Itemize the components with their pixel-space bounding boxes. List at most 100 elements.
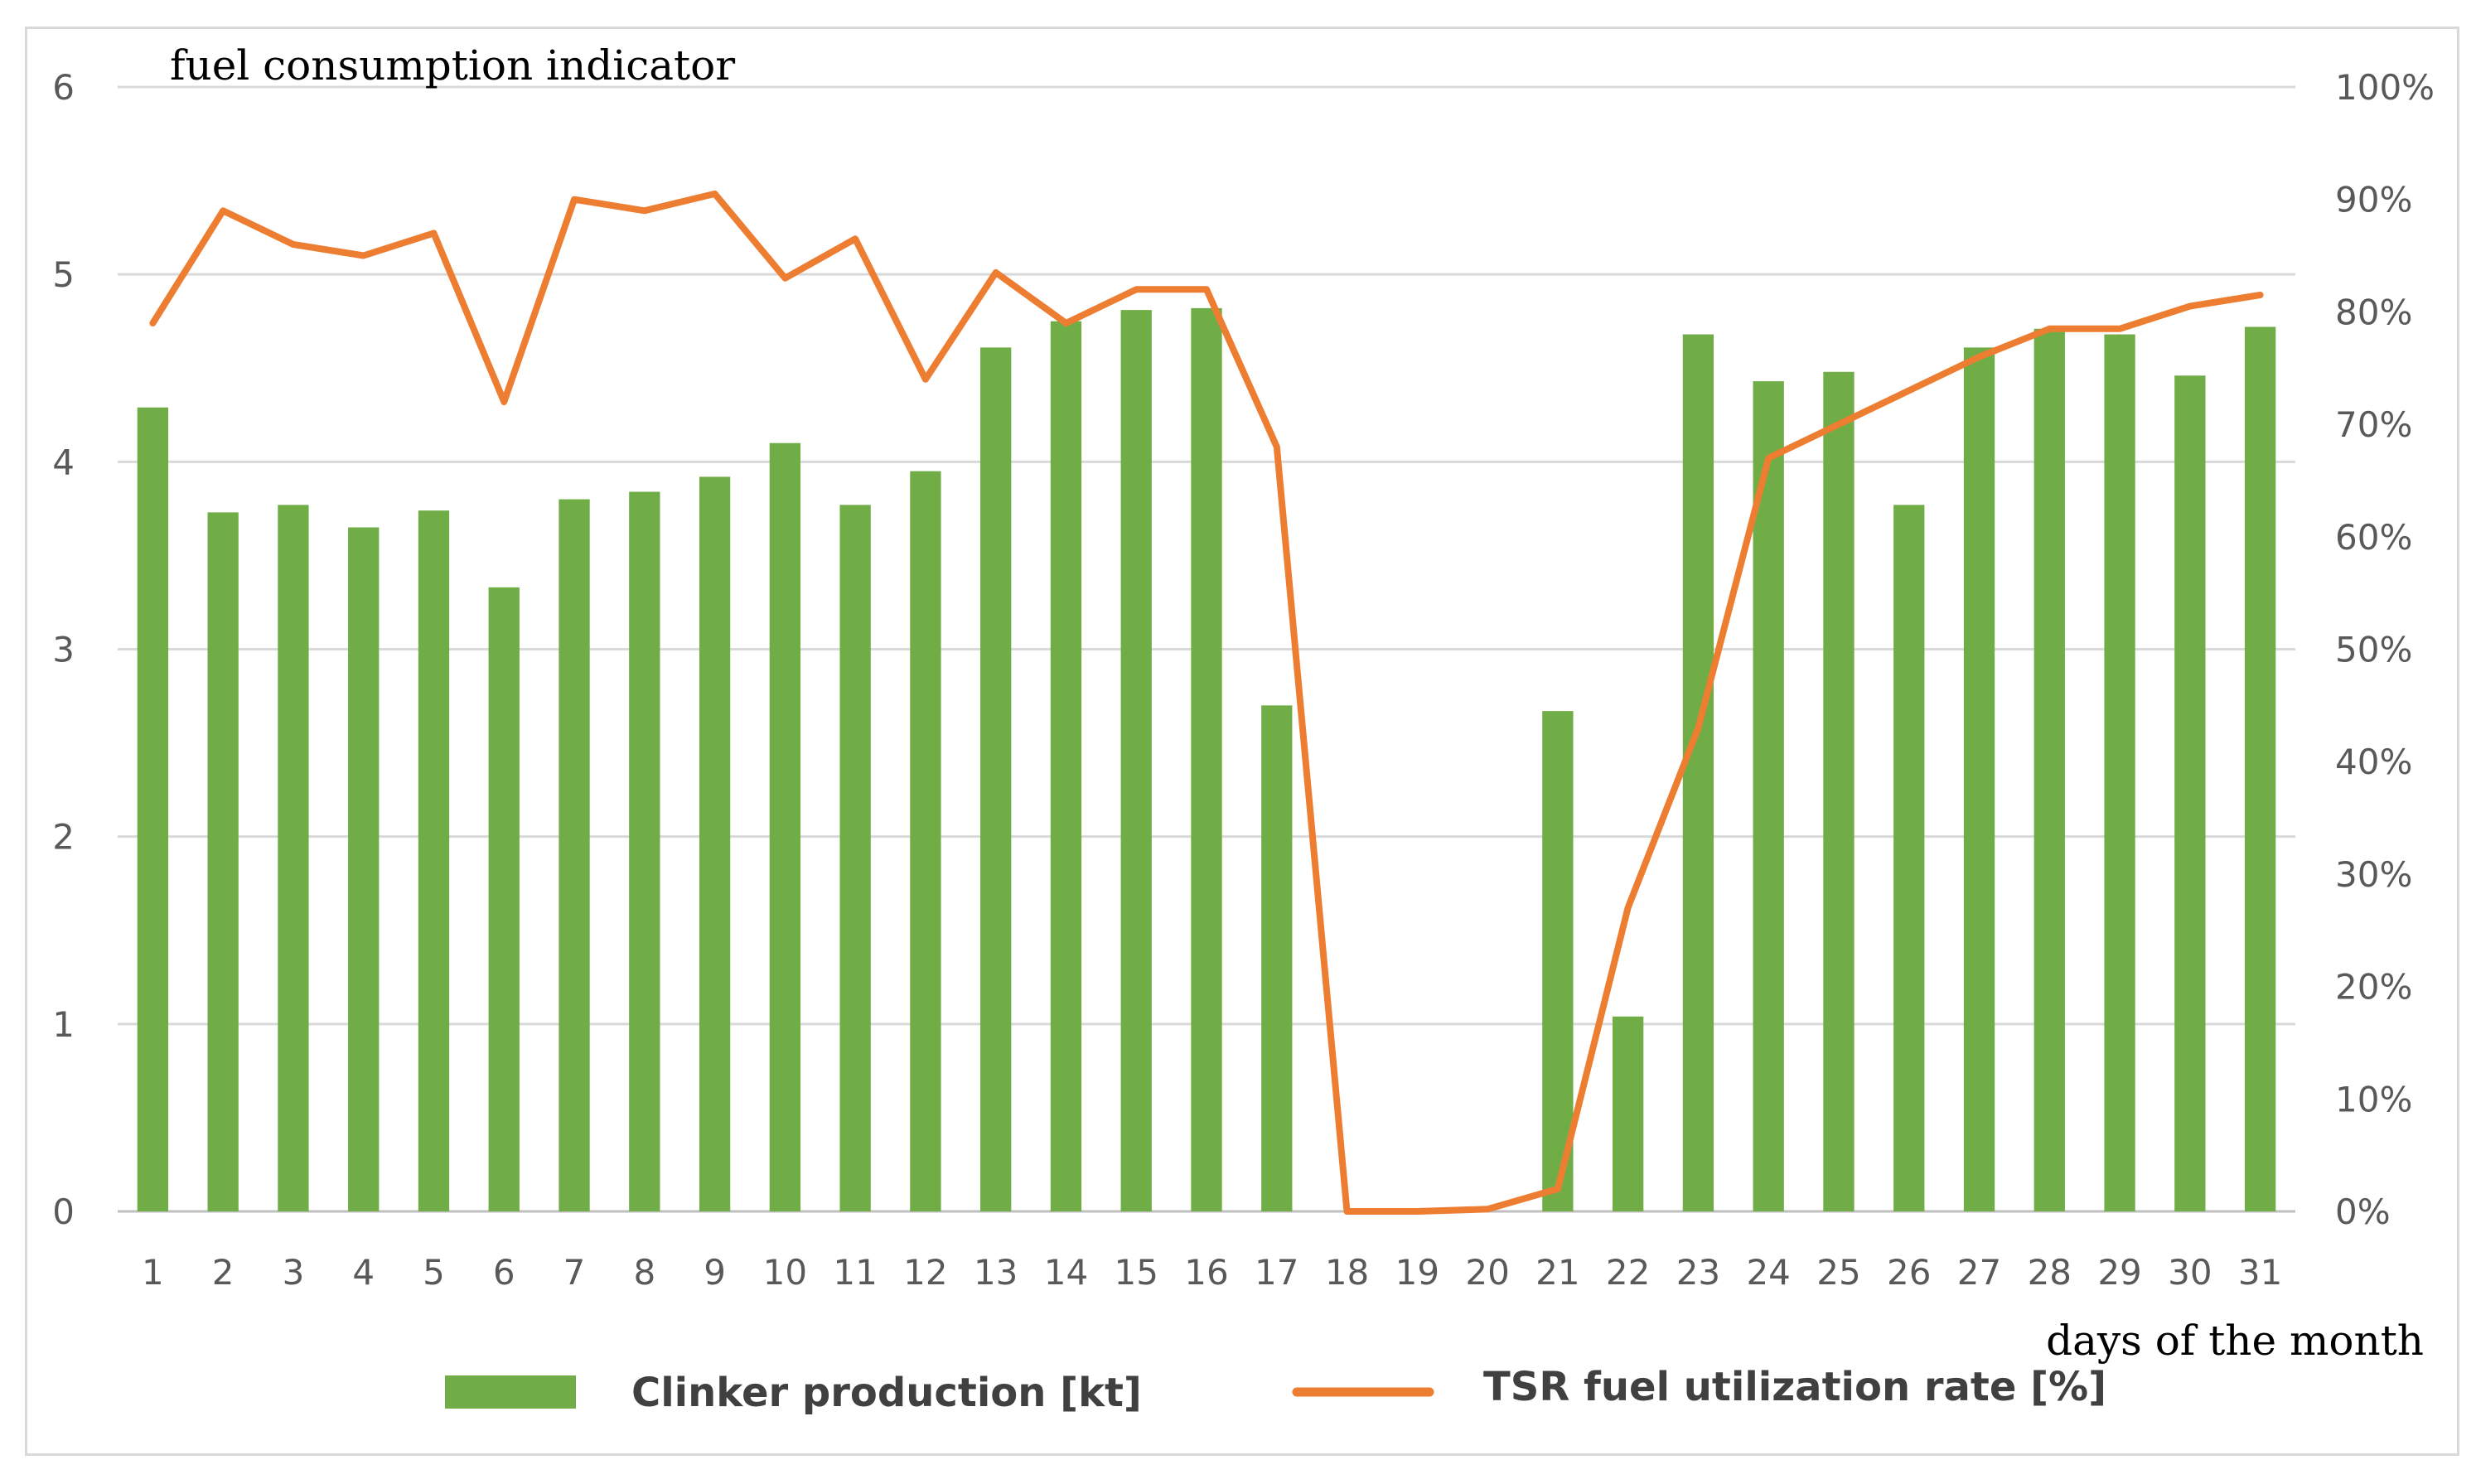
right-tick-label: 100% (2335, 67, 2435, 108)
x-tick-label: 17 (1255, 1252, 1298, 1293)
line-series (149, 190, 2264, 1215)
bar-day-26 (1893, 505, 1925, 1211)
right-tick-label: 20% (2335, 967, 2412, 1008)
line-point-day-19 (1416, 1211, 1419, 1212)
x-tick-label: 23 (1676, 1252, 1720, 1293)
left-tick-label: 3 (52, 630, 75, 670)
x-tick-label: 18 (1325, 1252, 1369, 1293)
line-point-day-24 (1768, 457, 1770, 459)
bar-day-29 (2104, 334, 2135, 1211)
right-axis-ticks: 0% 10% 20% 30% 40% 50% 60% 70% 80% 90% 100% (2335, 67, 2435, 1232)
line-point-day-13 (994, 271, 997, 273)
line-point-day-7 (573, 198, 576, 201)
x-tick-label: 16 (1184, 1252, 1228, 1293)
x-tick-label: 14 (1044, 1252, 1088, 1293)
x-tick-label: 31 (2238, 1252, 2282, 1293)
bar-day-12 (910, 471, 941, 1211)
bar-day-27 (1963, 347, 1995, 1211)
bar-day-17 (1261, 705, 1293, 1211)
line-point-day-27 (1978, 355, 1980, 358)
x-tick-label: 8 (633, 1252, 655, 1293)
right-tick-label: 70% (2335, 404, 2412, 445)
bar-day-9 (699, 476, 731, 1211)
x-tick-label: 15 (1114, 1252, 1158, 1293)
left-tick-label: 6 (52, 67, 75, 108)
bar-day-13 (980, 347, 1012, 1211)
x-tick-label: 26 (1887, 1252, 1931, 1293)
x-tick-label: 29 (2097, 1252, 2141, 1293)
line-point-day-1 (152, 321, 154, 324)
right-tick-label: 60% (2335, 517, 2412, 558)
legend-label-bars: Clinker production [kt] (631, 1370, 1142, 1416)
bar-day-1 (137, 407, 169, 1211)
line-point-day-4 (362, 254, 365, 257)
bar-day-23 (1682, 334, 1714, 1211)
x-tick-label: 1 (142, 1252, 164, 1293)
bar-day-28 (2034, 328, 2065, 1211)
line-point-day-29 (2119, 327, 2121, 330)
line-point-day-28 (2048, 327, 2051, 330)
bar-day-14 (1050, 321, 1082, 1211)
right-tick-label: 10% (2335, 1079, 2412, 1119)
right-tick-label: 80% (2335, 292, 2412, 332)
right-tick-label: 40% (2335, 742, 2412, 782)
bar-day-24 (1753, 381, 1784, 1211)
right-tick-label: 50% (2335, 630, 2412, 670)
bar-day-30 (2174, 375, 2206, 1212)
left-tick-label: 0 (52, 1192, 75, 1232)
line-point-day-17 (1275, 446, 1278, 448)
bar-day-7 (559, 499, 590, 1211)
line-point-day-21 (1556, 1187, 1559, 1190)
bar-day-4 (348, 527, 380, 1211)
x-tick-label: 10 (763, 1252, 807, 1293)
line-point-day-15 (1135, 288, 1138, 291)
line-point-day-16 (1206, 288, 1207, 291)
left-tick-label: 5 (52, 254, 75, 295)
x-tick-label: 20 (1465, 1252, 1509, 1293)
left-tick-label: 1 (52, 1004, 75, 1045)
left-tick-label: 4 (52, 442, 75, 482)
x-tick-label: 30 (2168, 1252, 2212, 1293)
line-point-day-5 (433, 232, 435, 234)
bar-day-31 (2244, 326, 2276, 1211)
x-tick-label: 13 (974, 1252, 1018, 1293)
line-point-day-20 (1487, 1208, 1489, 1211)
bar-day-25 (1823, 371, 1855, 1212)
line-point-day-3 (292, 243, 294, 245)
line-point-day-26 (1908, 389, 1910, 392)
line-point-day-9 (713, 192, 716, 195)
line-point-day-6 (503, 400, 505, 403)
bar-day-15 (1120, 310, 1152, 1212)
line-point-day-8 (643, 210, 646, 212)
left-axis-ticks: 0 1 2 3 4 5 6 (52, 67, 75, 1232)
x-tick-label: 21 (1535, 1252, 1579, 1293)
line-point-day-18 (1346, 1211, 1348, 1212)
bar-day-6 (488, 587, 520, 1211)
right-tick-label: 90% (2335, 180, 2412, 220)
line-point-day-14 (1065, 321, 1067, 324)
bar-series (137, 307, 2276, 1212)
line-point-day-23 (1697, 727, 1700, 729)
x-tick-label: 9 (704, 1252, 726, 1293)
right-tick-label: 30% (2335, 854, 2412, 895)
legend-swatch-bars (445, 1375, 576, 1409)
x-tick-label: 7 (563, 1252, 586, 1293)
x-tick-label: 11 (833, 1252, 877, 1293)
line-point-day-30 (2188, 305, 2191, 307)
x-tick-label: 6 (493, 1252, 515, 1293)
bar-day-5 (418, 510, 450, 1211)
bar-day-21 (1542, 711, 1574, 1211)
bar-day-22 (1612, 1016, 1644, 1211)
x-tick-label: 3 (283, 1252, 305, 1293)
bar-day-3 (278, 505, 309, 1211)
bar-day-8 (629, 491, 660, 1211)
x-axis-label: days of the month (2046, 1317, 2424, 1365)
x-tick-label: 28 (2028, 1252, 2072, 1293)
bar-day-2 (207, 512, 239, 1211)
x-tick-label: 4 (352, 1252, 375, 1293)
legend-label-line: TSR fuel utilization rate [%] (1483, 1364, 2106, 1410)
x-axis-ticks: 1 2 3 4 5 6 7 8 9 10 11 12 13 14 15 16 17 18 19 20 21 22 23 24 2… (142, 1252, 2282, 1293)
line-point-day-11 (854, 238, 857, 240)
right-tick-label: 0% (2335, 1192, 2391, 1232)
line-point-day-12 (924, 378, 926, 380)
